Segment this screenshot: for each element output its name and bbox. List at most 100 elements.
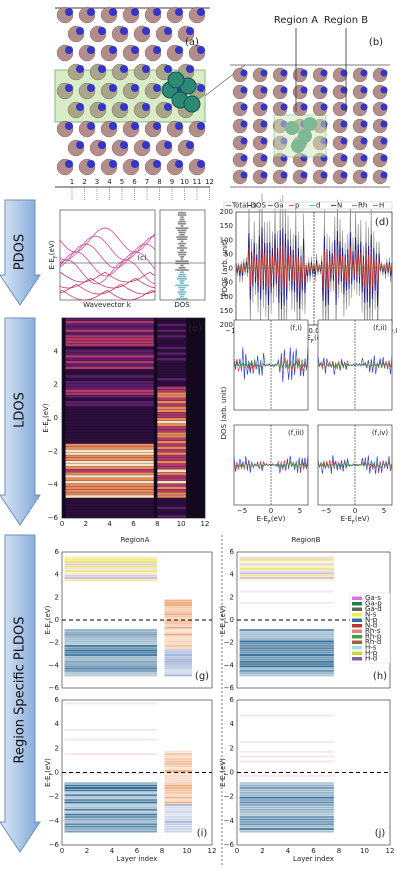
pldos-cell — [239, 558, 334, 561]
heatmap-cell — [157, 435, 186, 438]
axis-label: DOS — [174, 301, 190, 309]
energy-axis-label: E-EF(eV) — [219, 605, 230, 634]
pldos-cell — [239, 665, 334, 668]
heatmap-cell — [65, 423, 154, 427]
atom — [175, 122, 183, 130]
heatmap-cell — [157, 346, 186, 350]
atom — [280, 86, 288, 94]
pldos-cell — [239, 572, 334, 575]
pldos-cell — [239, 816, 334, 818]
region-title: RegionB — [292, 536, 321, 544]
label-part: F — [268, 520, 271, 526]
pldos-cell — [64, 644, 157, 647]
heatmap-cell — [157, 360, 186, 364]
y-tick-label: −2 — [48, 447, 58, 455]
y-tick-label: 6 — [55, 696, 60, 704]
x-tick-label: 8 — [155, 520, 159, 528]
heatmap-cell — [157, 463, 186, 467]
y-tick-label: 0 — [54, 414, 58, 422]
pldos-cell — [64, 558, 157, 561]
pldos-cell — [64, 565, 157, 568]
pldos-cell — [64, 753, 157, 756]
pldos-cell — [64, 782, 157, 785]
heatmap-cell — [65, 466, 154, 470]
atom — [260, 171, 268, 179]
x-tick-label: 4 — [286, 847, 291, 855]
dos-bar — [180, 216, 184, 218]
atom — [175, 8, 183, 16]
x-tick-label: 0 — [269, 507, 273, 515]
region-highlight — [273, 114, 327, 158]
dos-bar — [175, 262, 189, 265]
heatmap-cell — [65, 489, 154, 493]
atom — [240, 137, 248, 145]
label-part: (eV) — [219, 758, 227, 773]
heatmap-cell — [157, 466, 186, 470]
heatmap-cell — [157, 335, 186, 338]
dos-bar — [179, 282, 185, 284]
heatmap-cell — [157, 455, 186, 458]
pldos-cell — [164, 615, 192, 618]
atom — [87, 122, 95, 130]
pldos-cell — [239, 647, 334, 650]
pldos-cell — [239, 633, 334, 636]
pldos-cell — [64, 794, 157, 797]
atom — [153, 84, 161, 92]
atom — [240, 86, 248, 94]
pldos-cell — [239, 601, 334, 604]
heatmap-cell — [65, 366, 154, 370]
panel-label: (j) — [375, 828, 386, 839]
atom — [260, 120, 268, 128]
atom — [260, 137, 268, 145]
heatmap-cell — [65, 446, 154, 450]
layer-number: 9 — [170, 178, 174, 186]
pldos-cell — [64, 667, 157, 670]
atom — [340, 137, 348, 145]
pldos-cell — [239, 567, 334, 570]
atom — [98, 27, 106, 35]
pldos-cell — [239, 741, 334, 744]
atom — [131, 84, 139, 92]
pldos-cell — [164, 762, 192, 765]
atom — [197, 8, 205, 16]
heatmap-cell — [157, 403, 186, 407]
pldos-cell — [64, 635, 157, 638]
legend-label: N — [337, 202, 342, 210]
pldos-cell — [164, 765, 192, 768]
legend-label: H-p — [365, 649, 378, 657]
heatmap-cell — [65, 383, 154, 387]
label-part: (eV) — [271, 515, 286, 523]
heatmap-cell — [65, 398, 154, 401]
atom — [240, 69, 248, 77]
legend-label: Rh — [358, 202, 367, 210]
pldos-cell — [239, 563, 334, 566]
panel-label: (h) — [373, 671, 387, 682]
pldos-cell — [164, 610, 192, 613]
heatmap-cell — [65, 512, 154, 515]
dos-bar — [178, 267, 186, 269]
pldos-cell — [164, 644, 192, 647]
heatmap-cell — [65, 503, 154, 507]
heatmap-cell — [157, 318, 186, 321]
heatmap-cell — [65, 420, 154, 424]
pldos-cell — [239, 660, 334, 663]
y-tick-label: 0 — [229, 265, 233, 273]
panel-label: (c) — [137, 254, 147, 262]
dos-bar — [179, 271, 185, 273]
label-part: (eV) — [48, 240, 56, 255]
atom — [65, 8, 73, 16]
atom — [109, 122, 117, 130]
y-tick-label: 150 — [220, 222, 233, 230]
pldos-cell — [239, 760, 334, 763]
atom — [300, 171, 308, 179]
region-label: Region A — [274, 15, 318, 26]
heatmap-cell — [157, 323, 186, 327]
heatmap-cell — [65, 386, 154, 390]
panel-label: (f,iii) — [288, 429, 304, 437]
heatmap-cell — [65, 418, 154, 421]
y-tick-label: 200 — [220, 208, 233, 216]
dos-bar — [178, 286, 186, 289]
band-line — [59, 283, 156, 295]
pldos-cell — [164, 811, 192, 814]
